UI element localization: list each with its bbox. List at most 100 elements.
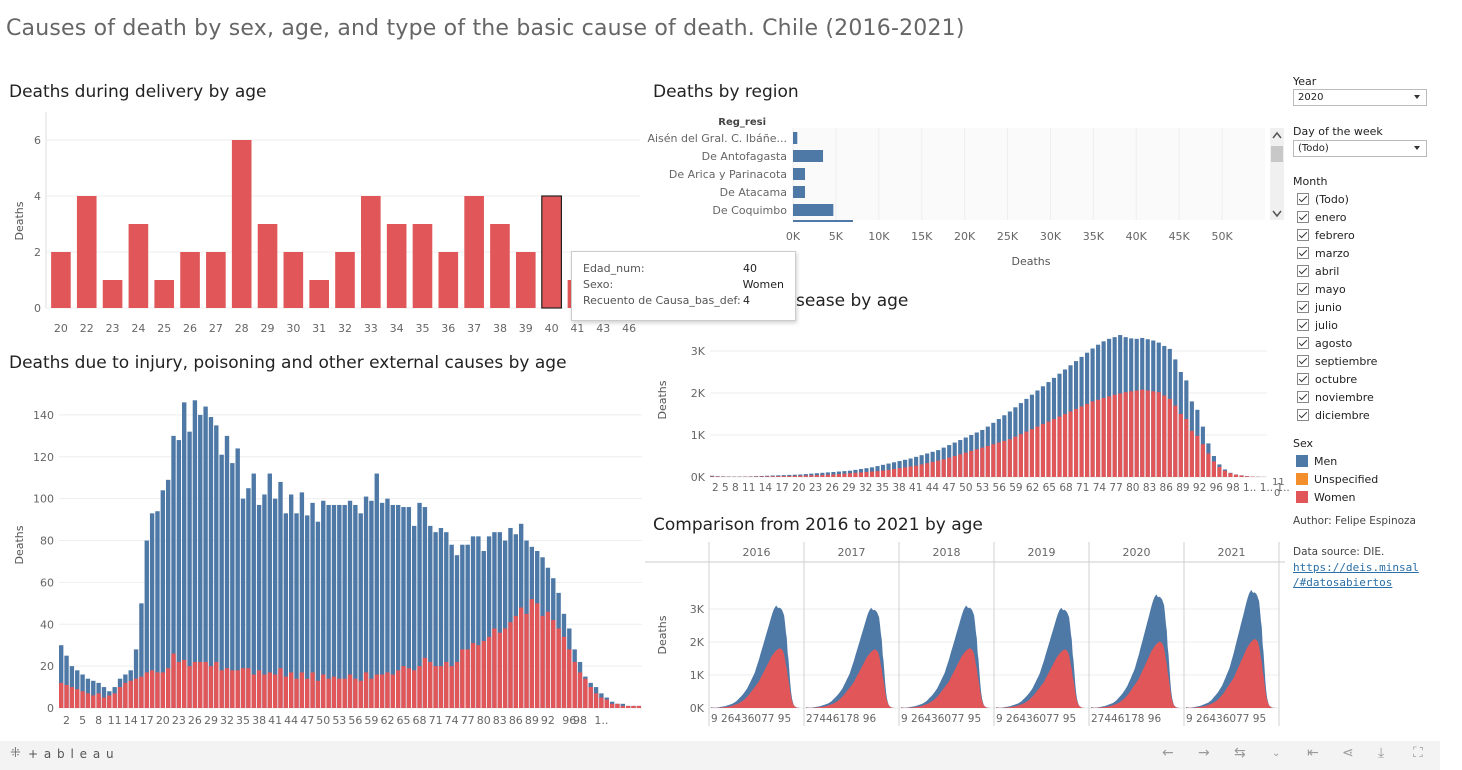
bar-women	[412, 670, 417, 708]
legend-item[interactable]: Men	[1296, 452, 1378, 470]
area-women	[1186, 638, 1275, 708]
bar-men	[465, 544, 470, 708]
month-option[interactable]: marzo	[1297, 244, 1377, 262]
month-option[interactable]: enero	[1297, 208, 1377, 226]
undo-icon[interactable]: ←	[1162, 745, 1174, 761]
region-label: De Arica y Parinacota	[669, 168, 787, 181]
disease-corner-label-top: 11	[1272, 477, 1285, 488]
region-chart[interactable]: Reg_resi Deaths 0K 5K 10K 15K 20K 25K 30K 35K 40…	[645, 110, 1290, 270]
chevron-down-icon[interactable]: ⌄	[1272, 748, 1281, 759]
month-option[interactable]: abril	[1297, 262, 1377, 280]
bar-women	[567, 649, 572, 708]
y-tick-label: 1K	[690, 669, 705, 682]
bar-women	[385, 672, 390, 708]
bar-women	[847, 473, 853, 477]
checkbox[interactable]	[1297, 229, 1309, 241]
checkbox[interactable]	[1297, 337, 1309, 349]
month-option[interactable]: julio	[1297, 316, 1377, 334]
month-option-label: febrero	[1315, 228, 1355, 242]
fullscreen-icon[interactable]: ⛶	[1413, 745, 1423, 761]
bar-women	[470, 643, 476, 708]
revert-icon[interactable]: ⇆	[1234, 745, 1246, 761]
download-icon[interactable]: ⤓	[1378, 745, 1385, 761]
month-option[interactable]: mayo	[1297, 280, 1377, 298]
bar-women	[208, 666, 214, 708]
bar-women	[620, 705, 625, 708]
data-source-link[interactable]: https://deis.minsal /#datosabiertos	[1293, 560, 1419, 590]
checkbox[interactable]	[1297, 283, 1309, 295]
region-label: De Aisén del Gral. C. Ibáñe...	[645, 132, 787, 145]
checkbox[interactable]	[1297, 247, 1309, 259]
checkbox[interactable]	[1297, 193, 1309, 205]
bar-women	[192, 661, 198, 708]
month-option[interactable]: octubre	[1297, 370, 1377, 388]
share-icon[interactable]: ⋖	[1342, 745, 1354, 761]
checkbox[interactable]	[1297, 319, 1309, 331]
checkbox[interactable]	[1297, 391, 1309, 403]
bar-men	[449, 544, 454, 708]
month-option[interactable]: diciembre	[1297, 406, 1377, 424]
region-label: De Antofagasta	[702, 150, 787, 163]
bar-women	[583, 678, 588, 708]
x-tick-label: 8	[95, 714, 102, 727]
month-option-label: mayo	[1315, 282, 1346, 296]
tableau-brand[interactable]: + a b l e a u	[28, 747, 115, 761]
bar-women	[144, 672, 149, 708]
x-tick-label: 59	[364, 714, 378, 727]
year-dropdown[interactable]: 2020	[1293, 89, 1427, 106]
weekday-dropdown[interactable]: (Todo)	[1293, 140, 1427, 157]
bar-women	[1085, 403, 1090, 477]
month-option[interactable]: febrero	[1297, 226, 1377, 244]
month-option[interactable]: (Todo)	[1297, 190, 1377, 208]
legend-swatch	[1296, 455, 1308, 467]
region-scroll-thumb[interactable]	[1271, 146, 1283, 162]
checkbox[interactable]	[1297, 409, 1309, 421]
month-option[interactable]: septiembre	[1297, 352, 1377, 370]
disease-chart[interactable]: Deaths 2 5 8 11 14 17 20 23 26 29 32 35 …	[645, 320, 1290, 500]
bar-women	[1123, 392, 1128, 477]
month-option-label: (Todo)	[1315, 192, 1349, 206]
bar-men	[267, 473, 272, 708]
checkbox[interactable]	[1297, 355, 1309, 367]
redo-icon[interactable]: →	[1198, 745, 1210, 761]
bar-women	[836, 474, 841, 477]
bar-men	[305, 515, 310, 708]
injury-panel-title: Deaths due to injury, poisoning and othe…	[9, 353, 567, 373]
checkbox[interactable]	[1297, 373, 1309, 385]
bar-women	[358, 680, 363, 708]
month-option-label: octubre	[1315, 372, 1358, 386]
bar-women	[288, 672, 294, 708]
region-scrollbar[interactable]	[1270, 128, 1284, 220]
month-option[interactable]: agosto	[1297, 334, 1377, 352]
bar-women	[321, 674, 326, 708]
bar-women	[85, 693, 91, 708]
region-bar	[793, 150, 824, 162]
x-tick-label: 9 26436077 95	[711, 713, 791, 725]
bar	[361, 196, 381, 308]
bar-women	[502, 628, 508, 708]
checkbox[interactable]	[1297, 265, 1309, 277]
reset-icon[interactable]: ⇤	[1307, 745, 1319, 761]
data-source-link-line[interactable]: https://deis.minsal	[1293, 561, 1419, 574]
data-source-label: Data source: DIE.	[1293, 546, 1385, 558]
legend-item[interactable]: Unspecified	[1296, 470, 1378, 488]
scroll-up-icon[interactable]	[1272, 131, 1282, 139]
month-option[interactable]: noviembre	[1297, 388, 1377, 406]
comparison-chart[interactable]: Deaths 0K 1K 2K 3K 2016 9 26436077 95 2017 2744…	[645, 540, 1290, 730]
scroll-down-icon[interactable]	[1272, 210, 1282, 218]
x-tick-label: 29	[204, 714, 218, 727]
bar-women	[897, 468, 902, 477]
checkbox[interactable]	[1297, 211, 1309, 223]
bar-women	[508, 622, 513, 708]
month-option[interactable]: junio	[1297, 298, 1377, 316]
bar-women	[1002, 440, 1007, 477]
legend-item[interactable]: Women	[1296, 488, 1378, 506]
tableau-logo-icon[interactable]: ⁜	[10, 746, 21, 761]
bar-men	[240, 498, 246, 708]
legend-label: Unspecified	[1314, 472, 1379, 486]
data-source-link-line[interactable]: /#datosabiertos	[1293, 576, 1393, 589]
bar-men	[390, 504, 396, 708]
checkbox[interactable]	[1297, 301, 1309, 313]
